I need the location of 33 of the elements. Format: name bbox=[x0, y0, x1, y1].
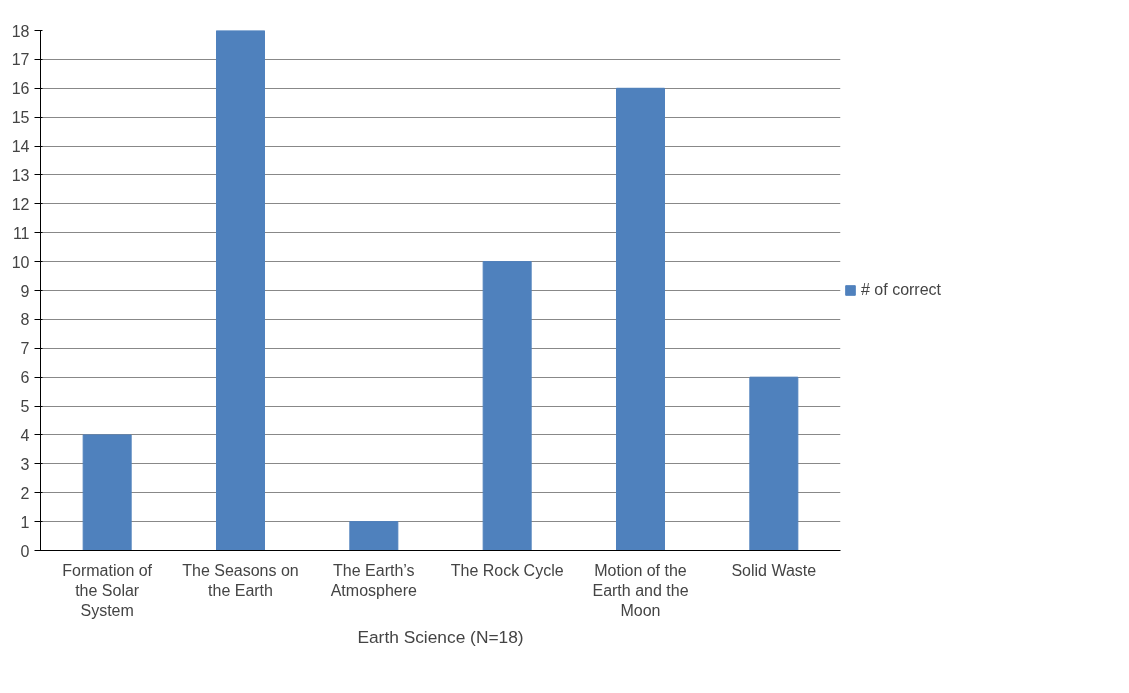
y-tick-label: 11 bbox=[12, 224, 30, 242]
y-tick-label: 2 bbox=[20, 484, 30, 502]
y-tick-label: 15 bbox=[11, 109, 30, 127]
y-tick-label: 18 bbox=[11, 22, 30, 40]
bar bbox=[216, 30, 265, 551]
y-tick-label: 9 bbox=[20, 282, 30, 300]
y-tick-label: 5 bbox=[20, 398, 30, 416]
x-tick-label: Formation of the Solar System bbox=[62, 561, 153, 620]
y-tick-label: 1 bbox=[20, 513, 30, 531]
x-tick-label: Solid Waste bbox=[731, 561, 817, 579]
bar bbox=[82, 434, 132, 551]
y-tick-label: 0 bbox=[20, 542, 30, 560]
x-axis-title: Earth Science (N=18) bbox=[357, 627, 524, 648]
y-tick-label: 10 bbox=[11, 253, 30, 271]
x-tick-label: The Earth’s Atmosphere bbox=[330, 561, 418, 599]
bar bbox=[749, 376, 799, 551]
y-tick-label: 4 bbox=[20, 426, 30, 444]
y-tick-label: 13 bbox=[11, 166, 30, 184]
x-tick-label: Motion of the Earth and the Moon bbox=[592, 561, 689, 620]
y-tick-label: 17 bbox=[11, 51, 30, 69]
y-tick-label: 6 bbox=[20, 369, 30, 387]
y-tick-label: 8 bbox=[20, 311, 30, 329]
x-tick-label: The Rock Cycle bbox=[450, 561, 564, 579]
y-tick-label: 16 bbox=[11, 80, 30, 98]
bar bbox=[349, 521, 399, 551]
y-tick-label: 14 bbox=[11, 138, 30, 156]
y-tick-label: 7 bbox=[20, 340, 30, 358]
y-tick-label: 12 bbox=[11, 195, 30, 213]
bar bbox=[482, 261, 532, 551]
legend-label: # of correct bbox=[861, 281, 942, 299]
x-tick-label: The Seasons on the Earth bbox=[182, 561, 299, 599]
y-tick-label: 3 bbox=[20, 455, 30, 473]
bar bbox=[616, 87, 665, 551]
